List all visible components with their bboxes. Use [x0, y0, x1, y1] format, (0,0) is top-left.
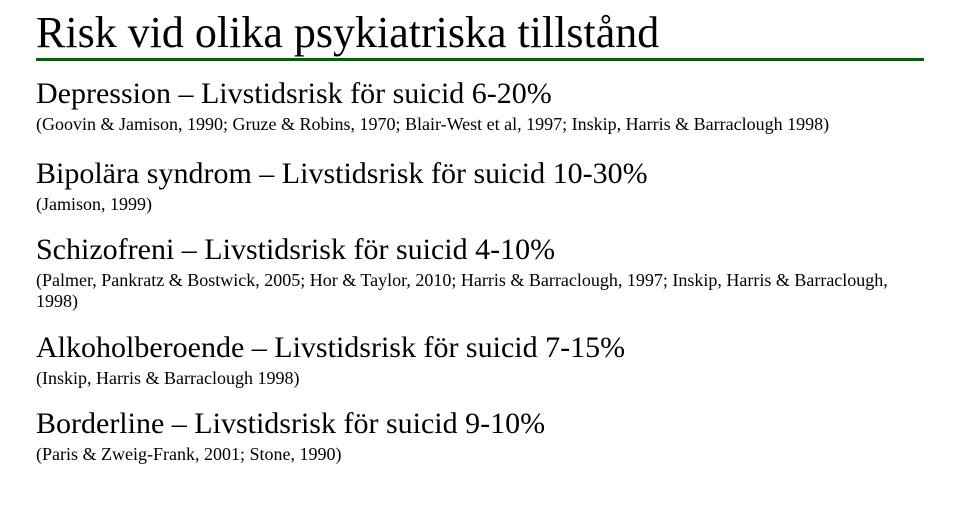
content-block: Bipolära syndrom – Livstidsrisk för suic…: [36, 157, 924, 215]
block-citation: (Paris & Zweig-Frank, 2001; Stone, 1990): [36, 444, 924, 466]
content-block: Alkoholberoende – Livstidsrisk för suici…: [36, 331, 924, 389]
block-citation: (Goovin & Jamison, 1990; Gruze & Robins,…: [36, 114, 924, 136]
block-heading: Borderline – Livstidsrisk för suicid 9-1…: [36, 407, 545, 440]
block-citation: (Jamison, 1999): [36, 194, 924, 216]
block-citation: (Palmer, Pankratz & Bostwick, 2005; Hor …: [36, 270, 924, 313]
content-block: Schizofreni – Livstidsrisk för suicid 4-…: [36, 233, 924, 313]
title-underline: [36, 58, 924, 61]
content-block: Depression – Livstidsrisk för suicid 6-2…: [36, 77, 924, 135]
slide: Risk vid olika psykiatriska tillstånd De…: [0, 0, 960, 516]
block-heading: Depression – Livstidsrisk för suicid 6-2…: [36, 77, 552, 110]
content-block: Borderline – Livstidsrisk för suicid 9-1…: [36, 407, 924, 465]
block-heading: Alkoholberoende – Livstidsrisk för suici…: [36, 331, 625, 364]
block-heading: Bipolära syndrom – Livstidsrisk för suic…: [36, 157, 648, 190]
block-heading: Schizofreni – Livstidsrisk för suicid 4-…: [36, 233, 555, 266]
slide-title: Risk vid olika psykiatriska tillstånd: [36, 10, 924, 56]
block-citation: (Inskip, Harris & Barraclough 1998): [36, 368, 924, 390]
